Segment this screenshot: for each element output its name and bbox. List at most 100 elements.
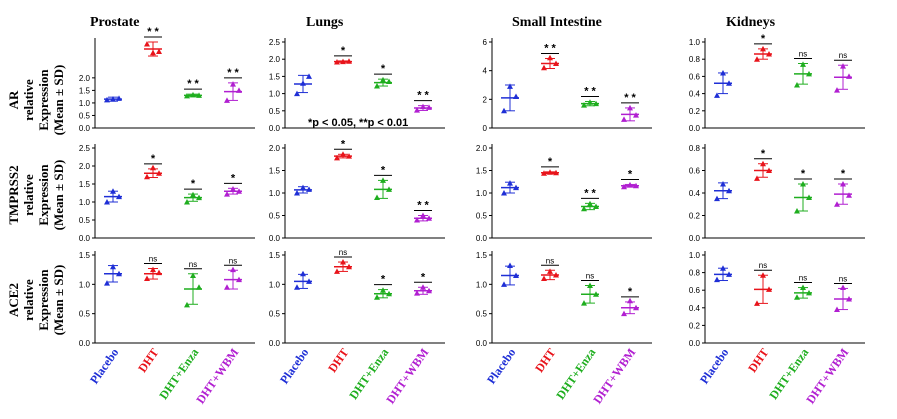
data-point [541, 275, 547, 281]
group-label-dht: DHT [532, 346, 558, 375]
y-tick-label: 1.0 [476, 189, 488, 198]
data-point [294, 190, 300, 196]
group-label-placebo: Placebo [277, 346, 311, 387]
data-point [754, 56, 760, 62]
data-point [627, 297, 633, 304]
significance-label: ns [839, 51, 847, 60]
data-point [507, 180, 513, 186]
significance-label: * [341, 138, 346, 150]
significance-label: * * [187, 78, 199, 90]
data-point [501, 190, 507, 196]
significance-label: ns [799, 50, 807, 59]
data-point [104, 280, 110, 286]
data-point [581, 102, 587, 108]
row-label-tmprss2: TMPRSS2 relative Expression (Mean ± SD) [6, 160, 66, 231]
data-point [547, 268, 553, 274]
significance-label: * [191, 178, 196, 190]
y-tick-label: 1.5 [79, 180, 91, 189]
data-point [300, 184, 306, 191]
y-tick-label: 0.8 [689, 144, 701, 153]
data-point [766, 167, 772, 173]
significance-label: * [628, 168, 633, 180]
data-point [726, 187, 732, 194]
data-point [726, 80, 732, 86]
y-tick-label: 2.0 [476, 144, 488, 153]
data-point [420, 103, 426, 110]
data-point [726, 271, 732, 277]
data-point [300, 80, 306, 86]
data-point [340, 151, 346, 157]
y-tick-label: 0.0 [476, 234, 488, 243]
data-point [104, 96, 110, 103]
data-point [236, 188, 242, 194]
data-point [720, 69, 726, 76]
data-point [236, 276, 242, 283]
y-tick-label: 0.5 [79, 111, 91, 120]
data-point [621, 183, 627, 190]
data-point [794, 294, 800, 300]
tissue-title-lungs: Lungs [306, 15, 344, 30]
significance-label: * * [624, 92, 636, 104]
data-point [346, 153, 352, 159]
y-tick-label: 2.5 [79, 144, 91, 153]
data-point [513, 272, 519, 279]
data-point [593, 203, 599, 209]
data-point [627, 181, 633, 188]
y-tick-label: 1.0 [689, 38, 701, 47]
significance-label: * [341, 45, 346, 57]
data-point [760, 160, 766, 167]
data-point [633, 112, 639, 118]
data-point [380, 177, 386, 183]
data-point [553, 60, 559, 66]
y-tick-label: 1.0 [689, 251, 701, 260]
data-point [766, 51, 772, 57]
group-label-dht: DHT [745, 346, 771, 375]
panel-ar-small-intestine: 0 2 4 6 * * * * * * [483, 38, 652, 133]
y-tick-label: 0.0 [79, 124, 91, 133]
row-label-gene: AR [6, 90, 21, 109]
data-point [420, 212, 426, 218]
y-tick-label: 0.6 [689, 72, 701, 81]
data-point [294, 284, 300, 290]
row-label-gene: ACE2 [6, 283, 21, 317]
y-tick-label: 2.0 [79, 162, 91, 171]
data-point [116, 270, 122, 277]
data-point [346, 263, 352, 270]
row-label-line3: Expression [36, 164, 51, 226]
panel-tmprss2-prostate: 0.0 0.5 1.0 1.5 2.0 2.5 * * * [79, 144, 255, 243]
significance-label: ns [339, 248, 347, 257]
y-tick-label: 0.6 [689, 286, 701, 295]
significance-label: ns [546, 256, 554, 265]
data-point [766, 286, 772, 292]
significance-label: ns [189, 260, 197, 269]
y-tick-label: 2.0 [269, 55, 281, 64]
data-point [621, 116, 627, 122]
significance-label: ns [586, 272, 594, 281]
group-label-placebo: Placebo [87, 346, 121, 387]
y-tick-label: 0.4 [689, 304, 701, 313]
data-point [806, 289, 812, 296]
data-point [224, 97, 230, 103]
row-label-line3: Expression [36, 269, 51, 331]
data-point [110, 96, 116, 102]
data-point [760, 272, 766, 278]
significance-label: * [231, 172, 236, 184]
data-point [414, 290, 420, 296]
row-label-gene: TMPRSS2 [6, 165, 21, 224]
data-point [426, 104, 432, 110]
tissue-title-kidneys: Kidneys [726, 15, 776, 30]
data-point [374, 194, 380, 200]
y-tick-label: 0.6 [689, 167, 701, 176]
data-point [720, 265, 726, 271]
data-point [190, 191, 196, 198]
data-point [340, 259, 346, 265]
data-point [840, 63, 846, 69]
panel-tmprss2-kidneys: 0.0 0.2 0.4 0.6 0.8 * * * [689, 144, 865, 243]
significance-note: *p < 0.05, **p < 0.01 [308, 117, 408, 129]
data-point [553, 271, 559, 278]
y-tick-label: 0.5 [79, 310, 91, 319]
data-point [414, 217, 420, 223]
data-point [224, 284, 230, 290]
panel-tmprss2-small-intestine: 0.0 0.5 1.0 1.5 2.0 * * * * [476, 144, 652, 243]
significance-label: ns [149, 254, 157, 263]
